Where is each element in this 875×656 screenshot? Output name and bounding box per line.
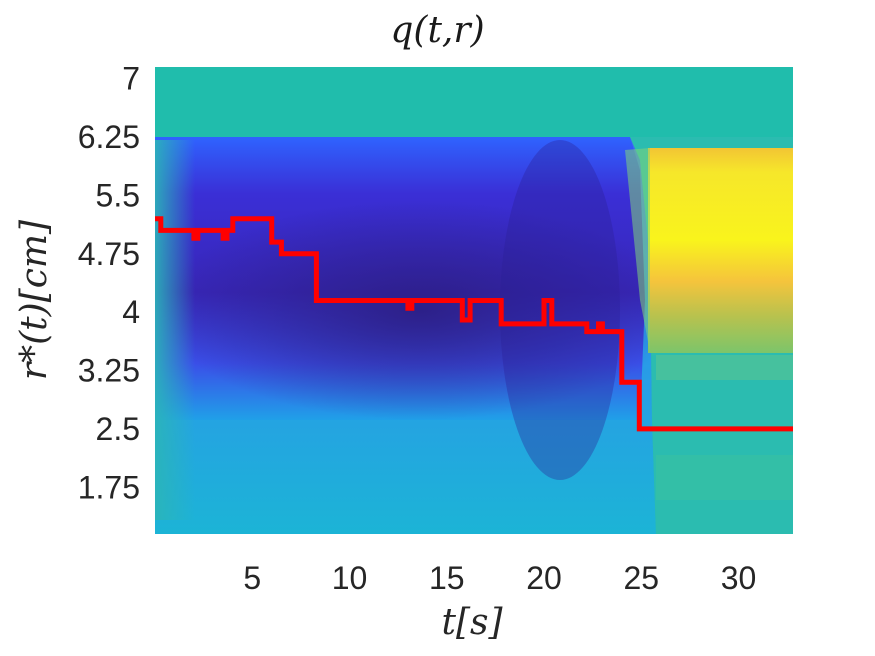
x-axis-label: t[s]: [441, 602, 503, 643]
x-tick-label: 5: [243, 560, 261, 596]
y-tick-label: 5.5: [96, 177, 140, 213]
y-axis-label: r*(t)[cm]: [14, 219, 55, 380]
x-tick-label: 25: [623, 560, 659, 596]
x-tick-label: 15: [429, 560, 465, 596]
x-tick-label: 20: [526, 560, 562, 596]
series-line: [155, 216, 793, 432]
y-tick-label: 7: [122, 61, 140, 97]
y-tick-label: 4: [122, 294, 140, 330]
series-layer: [155, 216, 793, 432]
y-tick-label: 1.75: [78, 469, 140, 505]
y-tick-labels: 1.75 2.5 3.25 4 4.75 5.5 6.25 7: [78, 61, 140, 506]
y-tick-label: 2.5: [96, 411, 140, 447]
x-tick-label: 30: [721, 560, 757, 596]
x-tick-labels: 5 10 15 20 25 30: [243, 560, 756, 596]
y-tick-label: 3.25: [78, 353, 140, 389]
y-tick-label: 6.25: [78, 119, 140, 155]
y-tick-label: 4.75: [78, 236, 140, 272]
heatmap-image: [155, 67, 793, 534]
x-tick-label: 10: [332, 560, 368, 596]
chart-title: q(t,r): [390, 10, 485, 51]
